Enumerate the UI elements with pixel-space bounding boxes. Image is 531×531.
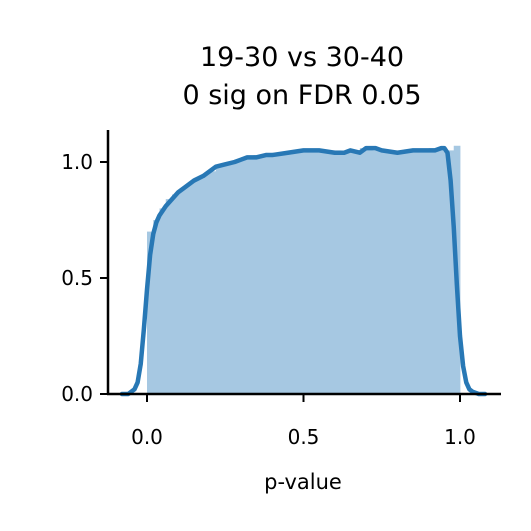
histogram-bar	[153, 220, 160, 394]
histogram-bar	[347, 150, 354, 394]
histogram-bar	[409, 150, 417, 394]
histogram-bar	[253, 155, 261, 394]
kde-curve	[119, 145, 488, 397]
histogram-bar	[366, 148, 373, 394]
histogram-bar	[284, 152, 292, 394]
histogram-bar	[378, 150, 386, 394]
chart-title-line-2: 0 sig on FDR 0.05	[182, 80, 421, 111]
histogram-bar	[322, 152, 329, 394]
histogram-bar	[222, 164, 229, 394]
kde-curve-group	[119, 145, 488, 397]
histogram-bar	[372, 150, 380, 394]
y-tick-label: 0.0	[61, 382, 93, 406]
histogram-bar	[240, 157, 248, 394]
histogram-bar	[428, 148, 436, 394]
histogram-bar	[309, 150, 317, 394]
histogram-bar	[184, 185, 192, 394]
histogram-bar	[297, 150, 304, 394]
histogram-bar	[172, 194, 179, 394]
histogram-bar	[290, 150, 298, 394]
histogram-bar	[159, 208, 167, 394]
x-axis-label: p-value	[264, 470, 342, 494]
histogram-bar	[384, 150, 392, 394]
histogram-bar	[272, 152, 279, 394]
histogram-bar	[278, 152, 286, 394]
histogram-bar	[234, 159, 242, 394]
histogram-bar	[391, 152, 398, 394]
histogram-bar	[397, 152, 405, 394]
histogram-bar	[434, 148, 442, 394]
x-tick-label: 0.0	[131, 425, 163, 449]
histogram-bar	[215, 166, 223, 394]
histogram-bar	[353, 150, 361, 394]
y-axis-ticks: 0.0 0.5 1.0	[61, 150, 108, 406]
histogram-bar	[441, 150, 448, 394]
chart-title: 19-30 vs 30-40 0 sig on FDR 0.05	[182, 42, 421, 111]
histogram-bar	[190, 180, 198, 394]
x-tick-label: 0.5	[288, 425, 320, 449]
histogram-bar	[228, 162, 236, 394]
histogram-bar	[341, 152, 348, 394]
histogram-bar	[178, 189, 185, 394]
histogram-bar	[147, 231, 154, 394]
histogram-bar	[416, 150, 423, 394]
histogram-bar	[359, 148, 367, 394]
y-tick-label: 1.0	[61, 150, 93, 174]
histogram-bar	[209, 171, 217, 394]
histogram-bar	[303, 150, 311, 394]
histogram-bar	[328, 150, 336, 394]
histogram-bar	[334, 150, 342, 394]
histogram-bar	[197, 178, 204, 394]
histogram-bar	[259, 155, 267, 394]
histogram-bar	[447, 150, 455, 394]
x-tick-label: 1.0	[444, 425, 476, 449]
histogram-bar	[247, 157, 254, 394]
chart-title-line-1: 19-30 vs 30-40	[200, 42, 404, 73]
y-tick-label: 0.5	[61, 266, 93, 290]
histogram-bar	[165, 199, 173, 394]
histogram-bar	[403, 150, 411, 394]
histogram-bar	[422, 150, 430, 394]
histogram-bar	[203, 173, 210, 394]
histogram-bar	[316, 150, 323, 394]
x-axis-ticks: 0.0 0.5 1.0	[131, 394, 476, 449]
histogram-bar	[265, 155, 273, 394]
